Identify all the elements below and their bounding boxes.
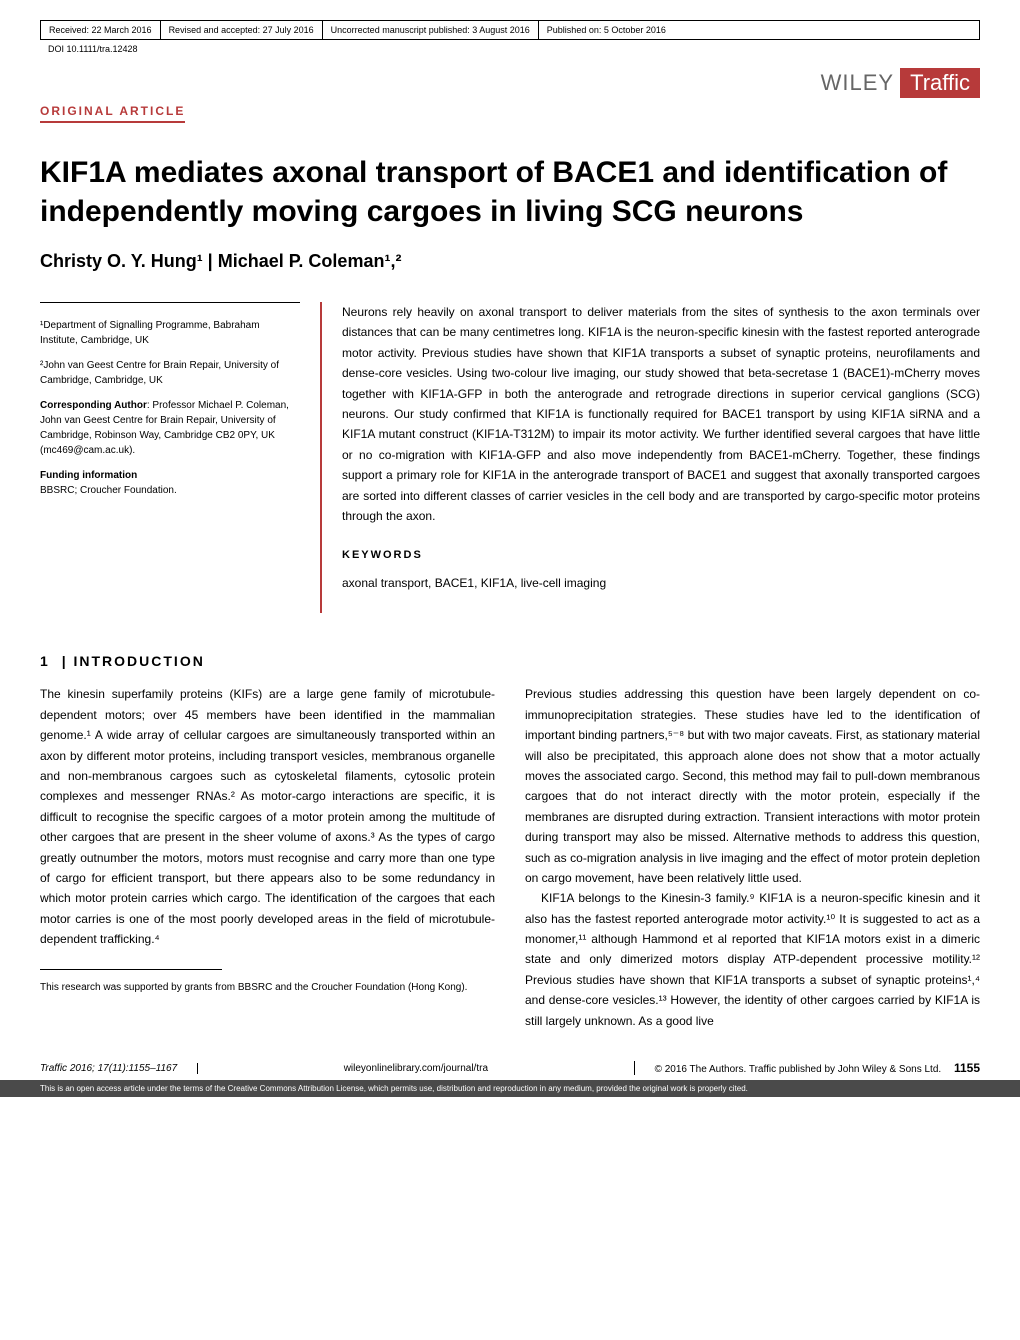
corresponding-label: Corresponding Author (40, 400, 147, 411)
keywords-text: axonal transport, BACE1, KIF1A, live-cel… (342, 573, 980, 593)
intro-paragraph-3: KIF1A belongs to the Kinesin-3 family.⁹ … (525, 888, 980, 1031)
body-column-right: Previous studies addressing this questio… (525, 684, 980, 1031)
affiliation-1: ¹Department of Signalling Programme, Bab… (40, 318, 300, 348)
intro-paragraph-1: The kinesin superfamily proteins (KIFs) … (40, 684, 495, 949)
publisher-name: WILEY (821, 70, 894, 96)
funding-text: BBSRC; Croucher Foundation. (40, 485, 177, 496)
funding-footnote: This research was supported by grants fr… (40, 980, 495, 995)
meta-abstract-row: ¹Department of Signalling Programme, Bab… (40, 302, 980, 613)
doi: DOI 10.1111/tra.12428 (40, 40, 980, 58)
footnote-separator (40, 969, 222, 970)
section-separator: | (62, 653, 68, 669)
published-date: Published on: 5 October 2016 (539, 21, 674, 39)
article-history-bar: Received: 22 March 2016 Revised and acce… (40, 20, 980, 40)
revised-date: Revised and accepted: 27 July 2016 (161, 21, 323, 39)
page-number: 1155 (954, 1061, 980, 1075)
article-type-label: ORIGINAL ARTICLE (40, 104, 185, 123)
license-bar: This is an open access article under the… (0, 1080, 1020, 1097)
funding-label: Funding information (40, 470, 137, 481)
intro-paragraph-2: Previous studies addressing this questio… (525, 684, 980, 888)
footer-url: wileyonlinelibrary.com/journal/tra (198, 1063, 633, 1074)
body-column-left: The kinesin superfamily proteins (KIFs) … (40, 684, 495, 1031)
keywords-label: KEYWORDS (342, 546, 980, 565)
authors-line: Christy O. Y. Hung¹ | Michael P. Coleman… (40, 251, 980, 272)
corresponding-author: Corresponding Author: Professor Michael … (40, 398, 300, 458)
uncorrected-date: Uncorrected manuscript published: 3 Augu… (323, 21, 539, 39)
journal-name: Traffic (900, 68, 980, 98)
copyright-text: © 2016 The Authors. Traffic published by… (655, 1064, 942, 1075)
footer-citation: Traffic 2016; 17(11):1155–1167 (40, 1063, 198, 1074)
body-columns: The kinesin superfamily proteins (KIFs) … (40, 684, 980, 1031)
abstract-text: Neurons rely heavily on axonal transport… (342, 302, 980, 526)
funding-block: Funding information BBSRC; Croucher Found… (40, 468, 300, 498)
affiliations-column: ¹Department of Signalling Programme, Bab… (40, 302, 300, 613)
received-date: Received: 22 March 2016 (41, 21, 161, 39)
footer-bar: Traffic 2016; 17(11):1155–1167 wileyonli… (40, 1061, 980, 1075)
section-heading-intro: 1 | INTRODUCTION (40, 653, 980, 669)
section-title: INTRODUCTION (74, 653, 205, 669)
footer-copyright: © 2016 The Authors. Traffic published by… (634, 1061, 980, 1075)
abstract-column: Neurons rely heavily on axonal transport… (320, 302, 980, 613)
journal-banner: WILEY Traffic (40, 68, 980, 98)
affiliation-2: ²John van Geest Centre for Brain Repair,… (40, 358, 300, 388)
article-title: KIF1A mediates axonal transport of BACE1… (40, 153, 980, 231)
section-number: 1 (40, 653, 50, 669)
